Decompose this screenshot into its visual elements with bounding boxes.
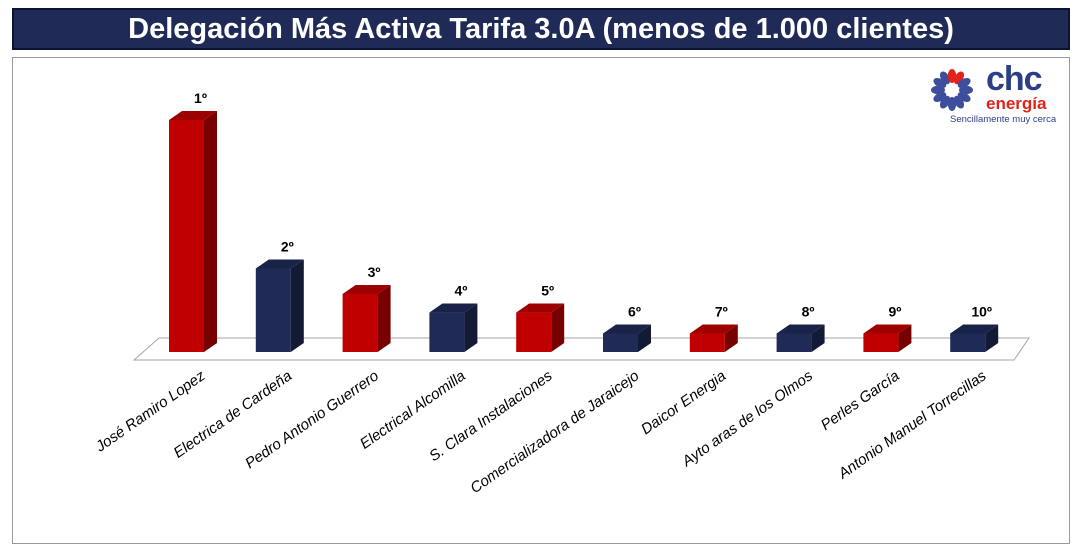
bar-4-front — [429, 312, 465, 352]
bar-2-top — [255, 259, 304, 269]
logo-name: chc — [986, 60, 1043, 98]
bar-3-top — [342, 285, 391, 294]
bar-7-side — [724, 324, 738, 352]
data-label: 5º — [541, 283, 554, 299]
bar-5-front — [516, 312, 552, 352]
chc-energia-logo: chc energía Sencillamente muy cerca — [922, 60, 1062, 128]
bar-9-side — [898, 324, 912, 352]
bar-4-top — [429, 303, 478, 313]
bar-10-front — [950, 333, 986, 352]
flower-logo-icon — [931, 69, 973, 111]
data-label: 3º — [368, 264, 381, 280]
bar-3-side — [377, 285, 391, 352]
bar-8-top — [776, 324, 825, 334]
bar-6-front — [603, 333, 638, 352]
data-label: 4º — [454, 283, 467, 299]
bar-10-top — [950, 324, 999, 334]
bar-9-top — [863, 324, 912, 334]
chart-title: Delegación Más Activa Tarifa 3.0A (menos… — [12, 8, 1070, 50]
data-label: 8º — [802, 303, 815, 319]
data-label: 6º — [628, 303, 641, 319]
bar-9-front — [863, 333, 899, 352]
bar-8-side — [811, 324, 825, 352]
bar-1-top — [169, 111, 217, 120]
category-label: Antonio Manuel Torrecillas — [835, 367, 990, 483]
bar-4-side — [464, 303, 478, 352]
bar-10-side — [985, 324, 999, 352]
chart-frame — [12, 57, 1070, 544]
bar-2-side — [290, 259, 304, 352]
data-label: 10º — [971, 303, 992, 319]
bar-5-side — [551, 303, 565, 352]
data-label: 9º — [888, 303, 901, 319]
data-label: 2º — [281, 238, 294, 254]
data-label: 1º — [194, 90, 207, 106]
data-label: 7º — [715, 303, 728, 319]
bar-2-front — [255, 268, 291, 352]
bar-1-front — [169, 120, 204, 352]
category-label: Comercializadora de Jaraicejo — [467, 367, 642, 497]
bar-5-top — [516, 303, 565, 313]
bar-8-front — [776, 333, 812, 352]
category-label: Daicor Energia — [638, 367, 729, 438]
bar-7-front — [689, 333, 725, 352]
category-label: Perles García — [818, 367, 903, 434]
bar-6-top — [603, 324, 651, 334]
bar-1-side — [204, 111, 217, 352]
bar-7-top — [689, 324, 738, 334]
bar-6-side — [638, 324, 651, 352]
logo-tagline: Sencillamente muy cerca — [950, 114, 1057, 125]
logo-subname: energía — [986, 94, 1047, 113]
bar-3-front — [342, 294, 378, 352]
